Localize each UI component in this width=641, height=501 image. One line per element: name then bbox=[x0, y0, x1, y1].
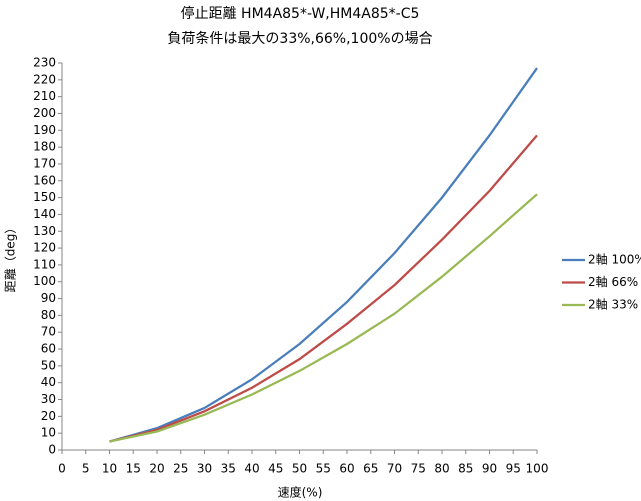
x-tick-label: 60 bbox=[339, 462, 354, 476]
chart-title: 停止距離 HM4A85*-W,HM4A85*-C5 bbox=[181, 5, 420, 22]
y-tick-label: 80 bbox=[41, 308, 56, 322]
legend-label: 2軸 100% bbox=[588, 253, 641, 267]
y-tick-label: 170 bbox=[33, 156, 56, 170]
series-line bbox=[109, 193, 538, 443]
y-tick-label: 190 bbox=[33, 123, 56, 137]
y-tick-label: 180 bbox=[33, 140, 56, 154]
y-tick-label: 130 bbox=[33, 224, 56, 238]
x-tick-label: 65 bbox=[363, 462, 378, 476]
y-tick-label: 40 bbox=[41, 375, 56, 389]
y-tick-label: 90 bbox=[41, 291, 56, 305]
chart-subtitle: 負荷条件は最大の33%,66%,100%の場合 bbox=[167, 30, 432, 47]
y-tick-label: 70 bbox=[41, 325, 56, 339]
x-tick-label: 30 bbox=[197, 462, 212, 476]
y-tick-label: 140 bbox=[33, 207, 56, 221]
x-tick-label: 70 bbox=[387, 462, 402, 476]
x-tick-label: 90 bbox=[482, 462, 497, 476]
x-tick-label: 25 bbox=[173, 462, 188, 476]
x-axis-title: 速度(%) bbox=[278, 485, 323, 500]
y-tick-label: 100 bbox=[33, 274, 56, 288]
y-tick-label: 230 bbox=[33, 56, 56, 70]
y-tick-label: 150 bbox=[33, 190, 56, 204]
series-line bbox=[109, 134, 538, 443]
x-tick-label: 10 bbox=[102, 462, 117, 476]
x-tick-label: 75 bbox=[411, 462, 426, 476]
y-tick-label: 200 bbox=[33, 106, 56, 120]
y-axis-title: 距離（deg） bbox=[4, 222, 18, 293]
y-tick-label: 30 bbox=[41, 392, 56, 406]
x-tick-label: 95 bbox=[506, 462, 521, 476]
y-tick-label: 210 bbox=[33, 89, 56, 103]
x-tick-label: 35 bbox=[221, 462, 236, 476]
y-tick-label: 20 bbox=[41, 409, 56, 423]
y-tick-label: 60 bbox=[41, 342, 56, 356]
x-tick-label: 80 bbox=[434, 462, 449, 476]
x-tick-label: 85 bbox=[458, 462, 473, 476]
x-tick-label: 20 bbox=[149, 462, 164, 476]
y-tick-label: 50 bbox=[41, 358, 56, 372]
y-tick-label: 220 bbox=[33, 72, 56, 86]
series-line bbox=[109, 67, 538, 443]
y-tick-label: 0 bbox=[48, 443, 56, 457]
x-tick-label: 100 bbox=[526, 462, 549, 476]
y-tick-label: 160 bbox=[33, 173, 56, 187]
x-tick-label: 5 bbox=[82, 462, 90, 476]
x-tick-label: 45 bbox=[268, 462, 283, 476]
x-tick-label: 55 bbox=[316, 462, 331, 476]
y-tick-label: 10 bbox=[41, 426, 56, 440]
x-tick-label: 40 bbox=[244, 462, 259, 476]
legend-label: 2軸 66% bbox=[588, 275, 638, 289]
y-tick-label: 110 bbox=[33, 257, 56, 271]
x-tick-label: 15 bbox=[126, 462, 141, 476]
legend-label: 2軸 33% bbox=[588, 298, 638, 312]
y-tick-label: 120 bbox=[33, 241, 56, 255]
x-tick-label: 50 bbox=[292, 462, 307, 476]
x-tick-label: 0 bbox=[58, 462, 66, 476]
